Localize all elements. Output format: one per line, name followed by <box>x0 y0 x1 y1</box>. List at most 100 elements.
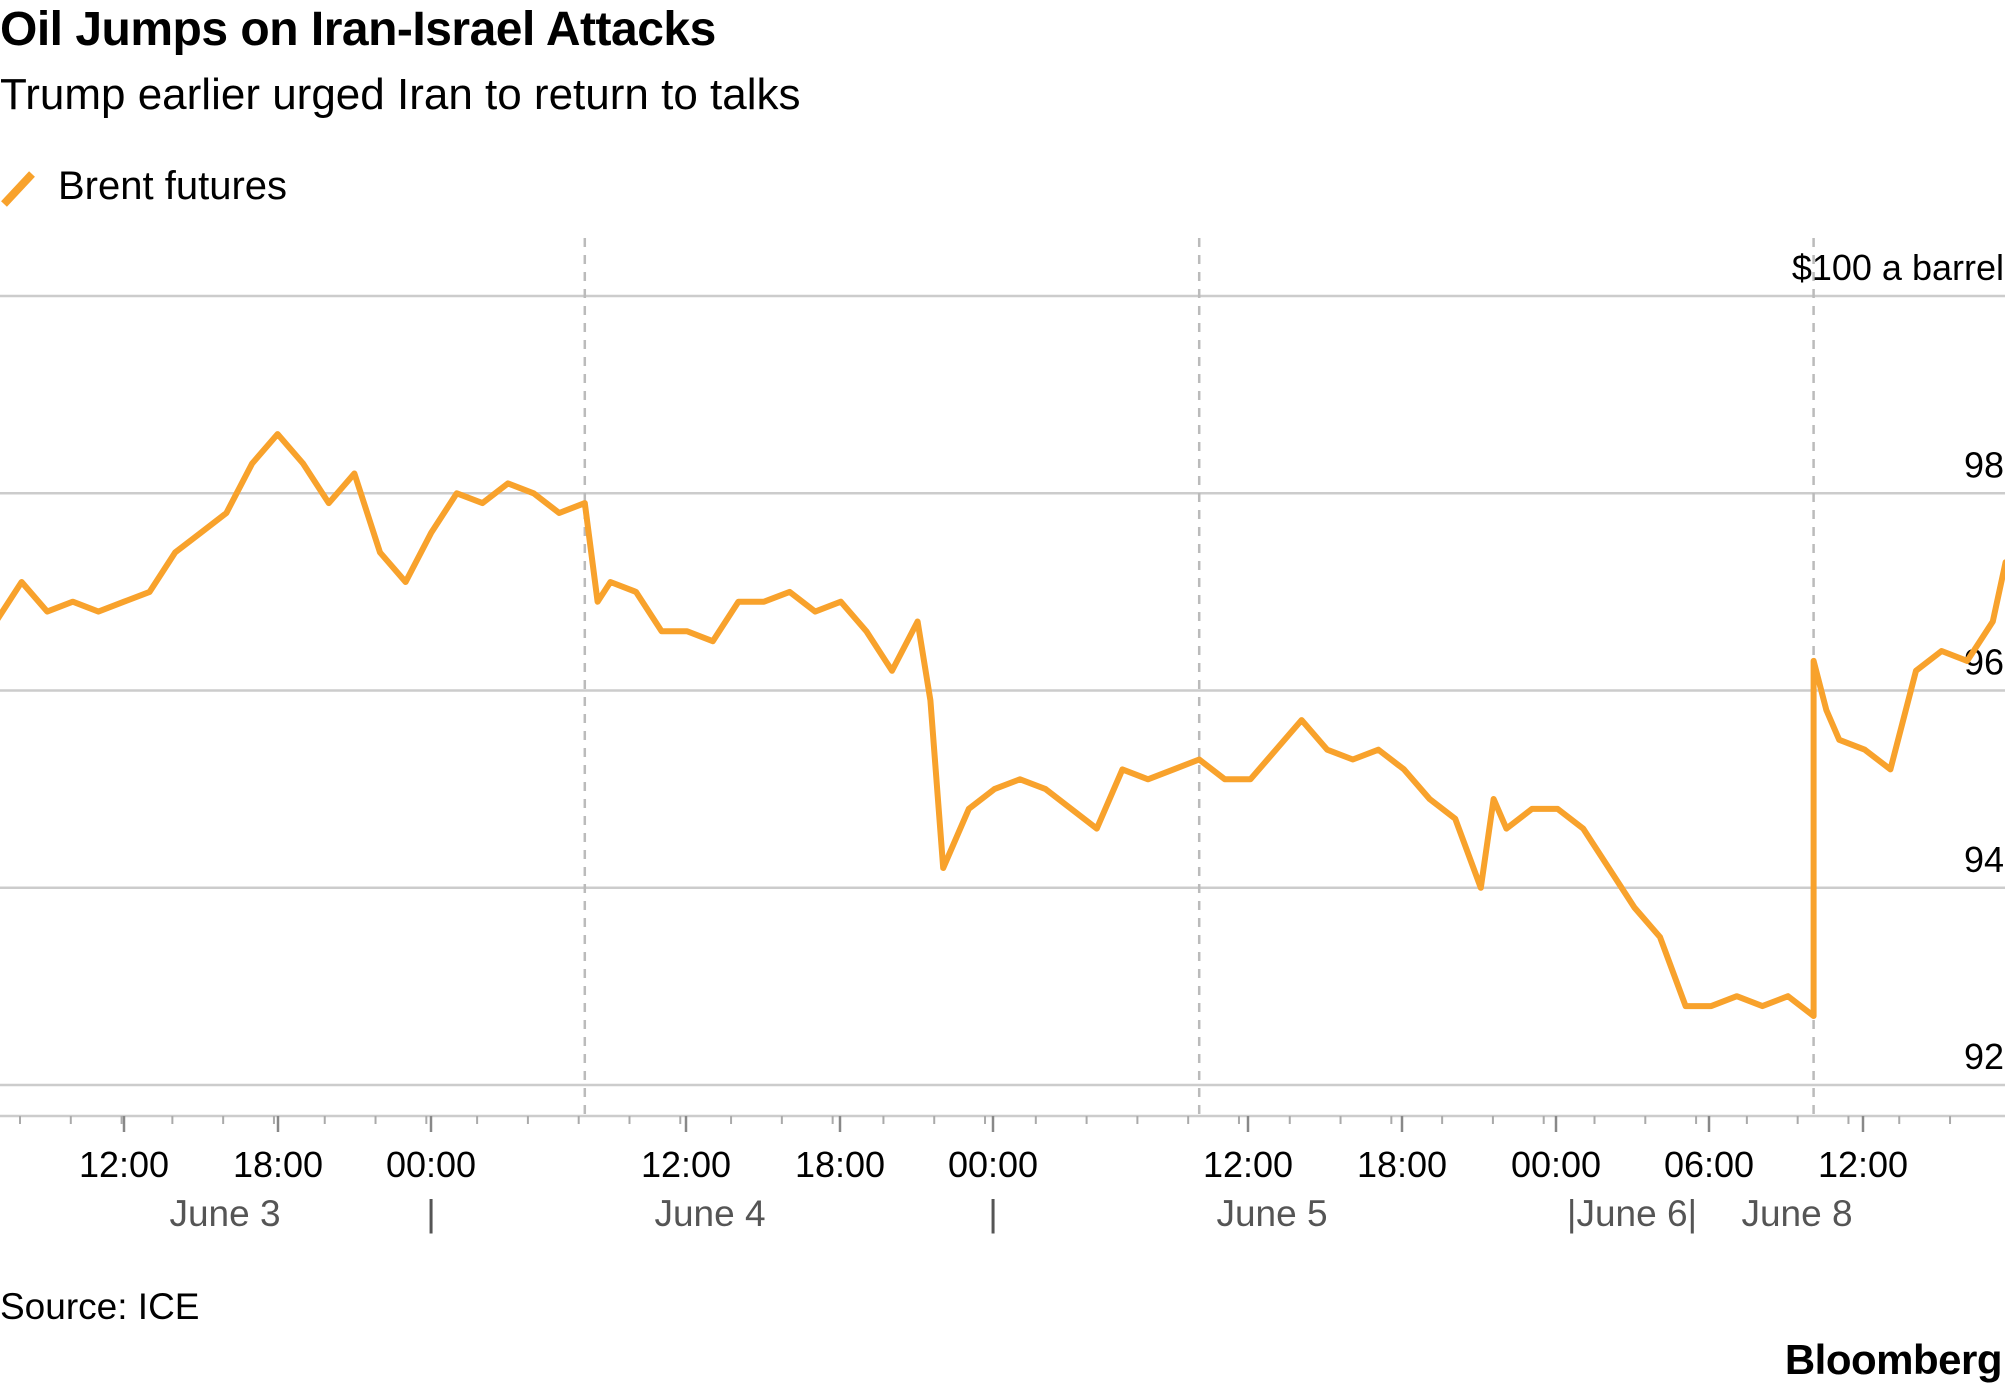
x-tick-label: 00:00 <box>1511 1144 1601 1185</box>
x-tick-label: 12:00 <box>79 1144 169 1185</box>
data-point <box>1017 776 1023 782</box>
series-line-brent-futures <box>0 431 2005 1019</box>
data-point <box>710 638 716 644</box>
x-tick-label: 12:00 <box>1818 1144 1908 1185</box>
data-point <box>531 490 537 496</box>
data-point <box>684 628 690 634</box>
data-point <box>915 618 921 624</box>
data-point <box>1580 826 1586 832</box>
data-point <box>198 530 204 536</box>
data-point <box>1094 826 1100 832</box>
y-tick-label: 94 <box>1964 839 2004 880</box>
data-point <box>1939 648 1945 654</box>
data-point <box>172 549 178 555</box>
data-point <box>1734 993 1740 999</box>
data-point <box>1555 806 1561 812</box>
data-point <box>428 530 434 536</box>
data-point <box>1145 776 1151 782</box>
legend-swatch-icon <box>1 171 35 207</box>
y-tick-label: 96 <box>1964 642 2004 683</box>
data-point <box>927 697 933 703</box>
bloomberg-logo: Bloomberg <box>1784 1336 2003 1383</box>
data-point <box>44 609 50 615</box>
data-point <box>1990 618 1996 624</box>
x-day-label: June 3 <box>169 1193 280 1234</box>
data-point <box>1043 786 1049 792</box>
data-point <box>1503 826 1509 832</box>
data-point <box>1119 766 1125 772</box>
data-point <box>1862 747 1868 753</box>
data-point <box>863 628 869 634</box>
data-point <box>1452 816 1458 822</box>
legend-label: Brent futures <box>58 163 288 208</box>
x-tick-label: 00:00 <box>948 1144 1038 1185</box>
x-day-label: | <box>988 1193 998 1234</box>
data-point <box>1273 747 1279 753</box>
data-point <box>147 589 153 595</box>
data-point <box>1529 806 1535 812</box>
data-point <box>1811 658 1817 664</box>
data-point <box>403 579 409 585</box>
data-point <box>275 431 281 437</box>
data-point <box>1887 766 1893 772</box>
data-point <box>595 599 601 605</box>
data-point <box>991 786 997 792</box>
data-point <box>1683 1003 1689 1009</box>
data-point <box>582 500 588 506</box>
legend: Brent futures <box>0 162 287 210</box>
data-point <box>1759 1003 1765 1009</box>
data-point <box>479 500 485 506</box>
data-point <box>454 490 460 496</box>
chart-subtitle: Trump earlier urged Iran to return to ta… <box>0 70 801 119</box>
data-point <box>1401 766 1407 772</box>
data-point <box>95 609 101 615</box>
data-point <box>121 599 127 605</box>
y-tick-label: $100 a barrel <box>1792 247 2004 288</box>
y-tick-label: 92 <box>1964 1036 2004 1077</box>
data-point <box>1836 737 1842 743</box>
data-point <box>1631 904 1637 910</box>
data-point <box>1964 658 1970 664</box>
chart-plot: 12:00 18:00 00:00 12:00 18:00 00:00 12:00 18:00… <box>0 238 2005 1234</box>
data-point <box>1247 776 1253 782</box>
data-point <box>1427 796 1433 802</box>
data-point <box>659 628 665 634</box>
x-day-label: | <box>426 1193 436 1234</box>
data-point <box>1478 885 1484 891</box>
data-point <box>19 579 25 585</box>
y-tick-label: 98 <box>1964 444 2004 485</box>
data-point <box>377 549 383 555</box>
data-point <box>351 471 357 477</box>
x-tick-label: 12:00 <box>1203 1144 1293 1185</box>
data-point <box>1068 806 1074 812</box>
data-point <box>1375 747 1381 753</box>
data-point <box>1222 776 1228 782</box>
data-point <box>633 589 639 595</box>
data-point <box>761 599 767 605</box>
x-tick-label: 12:00 <box>641 1144 731 1185</box>
data-point <box>838 599 844 605</box>
data-point <box>1171 766 1177 772</box>
data-point <box>1606 865 1612 871</box>
data-point <box>787 589 793 595</box>
data-point <box>223 510 229 516</box>
data-point <box>812 609 818 615</box>
data-point <box>607 579 613 585</box>
data-point <box>1324 747 1330 753</box>
data-point <box>966 806 972 812</box>
chart-title: Oil Jumps on Iran-Israel Attacks <box>0 3 716 56</box>
data-point <box>300 461 306 467</box>
x-tick-label: 00:00 <box>386 1144 476 1185</box>
data-point <box>326 500 332 506</box>
x-tick-label: 06:00 <box>1664 1144 1754 1185</box>
x-tick-label: 18:00 <box>233 1144 323 1185</box>
data-point <box>1657 934 1663 940</box>
x-day-label: |June 6| <box>1567 1193 1697 1234</box>
data-point <box>249 461 255 467</box>
data-point <box>1913 668 1919 674</box>
data-point <box>735 599 741 605</box>
data-point <box>1196 757 1202 763</box>
data-point <box>1823 707 1829 713</box>
data-point <box>889 668 895 674</box>
x-day-label: June 8 <box>1741 1193 1852 1234</box>
